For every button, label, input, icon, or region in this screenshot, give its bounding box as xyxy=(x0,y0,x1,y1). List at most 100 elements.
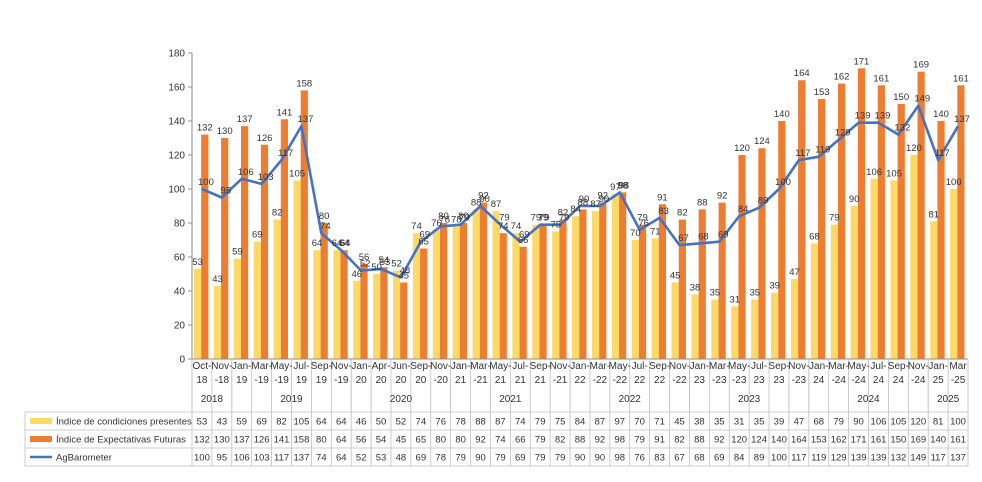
table-cell: 84 xyxy=(575,417,586,428)
table-cell: 117 xyxy=(274,453,289,464)
bar-expectativas-futuras xyxy=(439,223,448,359)
table-cell: 69 xyxy=(256,417,267,428)
table-cell: 80 xyxy=(455,435,466,446)
table-cell: 52 xyxy=(396,417,407,428)
table-cell: 79 xyxy=(535,435,546,446)
table-cell: 54 xyxy=(376,435,387,446)
bar-condiciones-presentes xyxy=(611,194,620,359)
bar-expectativas-futuras xyxy=(619,192,627,359)
x-tick-label-sub: 20 xyxy=(395,375,407,386)
data-label-expectativas-futuras: 80 xyxy=(319,211,330,222)
data-label-condiciones-presentes: 82 xyxy=(272,208,283,219)
table-cell: 87 xyxy=(595,417,606,428)
table-cell: 92 xyxy=(595,435,606,446)
bar-condiciones-presentes xyxy=(810,243,819,359)
x-tick-label-sub: 23 xyxy=(694,375,706,386)
x-tick-label: Jan- xyxy=(928,361,947,372)
data-label-agbarometer: 137 xyxy=(298,114,314,125)
x-tick-label: Jan- xyxy=(351,361,370,372)
bar-expectativas-futuras xyxy=(280,119,288,359)
y-tick-label: 100 xyxy=(168,185,185,196)
bar-expectativas-futuras xyxy=(300,90,308,360)
bar-expectativas-futuras xyxy=(658,204,667,359)
data-label-condiciones-presentes: 79 xyxy=(829,213,840,224)
data-label-agbarometer: 149 xyxy=(914,94,930,105)
x-tick-label: Nov- xyxy=(788,361,809,372)
legend-key xyxy=(30,418,52,424)
x-tick-label-sub: -21 xyxy=(553,375,568,386)
data-label-agbarometer: 139 xyxy=(855,111,871,122)
table-cell: 74 xyxy=(316,453,327,464)
year-label: 2022 xyxy=(619,394,642,405)
table-cell: 79 xyxy=(495,453,506,464)
data-label-condiciones-presentes: 81 xyxy=(929,209,940,220)
x-tick-label: Nov- xyxy=(550,361,571,372)
table-cell: 43 xyxy=(217,417,228,428)
bar-condiciones-presentes xyxy=(452,226,460,359)
bar-expectativas-futuras xyxy=(260,144,269,359)
table-cell: 164 xyxy=(791,435,807,446)
table-cell: 169 xyxy=(910,435,926,446)
data-label-agbarometer: 106 xyxy=(238,167,254,178)
data-label-expectativas-futuras: 56 xyxy=(359,252,370,263)
data-label-agbarometer: 48 xyxy=(400,265,411,276)
bar-condiciones-presentes xyxy=(870,178,878,359)
table-cell: 35 xyxy=(754,417,765,428)
table-cell: 82 xyxy=(674,435,685,446)
data-label-agbarometer: 74 xyxy=(320,221,331,232)
data-label-agbarometer: 67 xyxy=(678,233,689,244)
x-tick-label: Jul- xyxy=(512,361,528,372)
x-tick-label-sub: 19 xyxy=(236,375,248,386)
bar-expectativas-futuras xyxy=(957,85,965,360)
data-label-condiciones-presentes: 78 xyxy=(451,214,462,225)
table-cell: 92 xyxy=(475,435,486,446)
x-tick-label-sub: 23 xyxy=(754,375,766,386)
x-tick-label-sub: 24 xyxy=(813,375,825,386)
table-cell: 120 xyxy=(910,417,926,428)
data-label-agbarometer: 100 xyxy=(198,177,214,188)
data-label-expectativas-futuras: 132 xyxy=(197,123,213,134)
x-tick-label-sub: 24 xyxy=(873,375,885,386)
table-cell: 117 xyxy=(931,453,946,464)
data-label-condiciones-presentes: 100 xyxy=(946,177,962,188)
data-label-condiciones-presentes: 71 xyxy=(650,226,661,237)
data-label-expectativas-futuras: 82 xyxy=(558,208,569,219)
table-cell: 74 xyxy=(515,417,526,428)
data-label-condiciones-presentes: 47 xyxy=(789,267,800,278)
table-cell: 95 xyxy=(217,453,228,464)
table-cell: 69 xyxy=(416,453,427,464)
table-cell: 39 xyxy=(774,417,785,428)
year-label: 2023 xyxy=(738,394,761,405)
bar-expectativas-futuras xyxy=(837,83,846,359)
x-tick-label: Jan- xyxy=(232,361,251,372)
data-label-expectativas-futuras: 92 xyxy=(717,191,728,202)
x-tick-label: Sep- xyxy=(768,361,789,372)
data-label-expectativas-futuras: 140 xyxy=(933,109,949,120)
table-cell: 80 xyxy=(435,435,446,446)
data-label-agbarometer: 52 xyxy=(360,259,371,270)
bar-expectativas-futuras xyxy=(479,202,487,359)
data-label-expectativas-futuras: 92 xyxy=(597,191,608,202)
table-cell: 98 xyxy=(615,453,626,464)
table-cell: 67 xyxy=(674,453,685,464)
x-tick-label: Jan- xyxy=(570,361,589,372)
data-label-expectativas-futuras: 91 xyxy=(657,192,668,203)
table-cell: 137 xyxy=(234,435,250,446)
table-cell: 120 xyxy=(731,435,747,446)
table-cell: 56 xyxy=(356,435,367,446)
bar-condiciones-presentes xyxy=(253,241,261,359)
data-label-agbarometer: 84 xyxy=(738,204,749,215)
data-label-condiciones-presentes: 68 xyxy=(809,231,820,242)
data-label-expectativas-futuras: 65 xyxy=(418,237,429,248)
data-label-expectativas-futuras: 80 xyxy=(438,211,449,222)
data-label-expectativas-futuras: 54 xyxy=(379,255,390,266)
data-label-condiciones-presentes: 35 xyxy=(749,288,760,299)
legend-key xyxy=(30,436,52,442)
x-tick-label: Jan- xyxy=(690,361,709,372)
x-tick-label: Nov- xyxy=(331,361,352,372)
table-cell: 83 xyxy=(654,453,665,464)
data-label-condiciones-presentes: 105 xyxy=(289,169,305,180)
x-tick-label-sub: 20 xyxy=(415,375,427,386)
data-label-agbarometer: 79 xyxy=(499,213,510,224)
bar-expectativas-futuras xyxy=(380,267,388,359)
